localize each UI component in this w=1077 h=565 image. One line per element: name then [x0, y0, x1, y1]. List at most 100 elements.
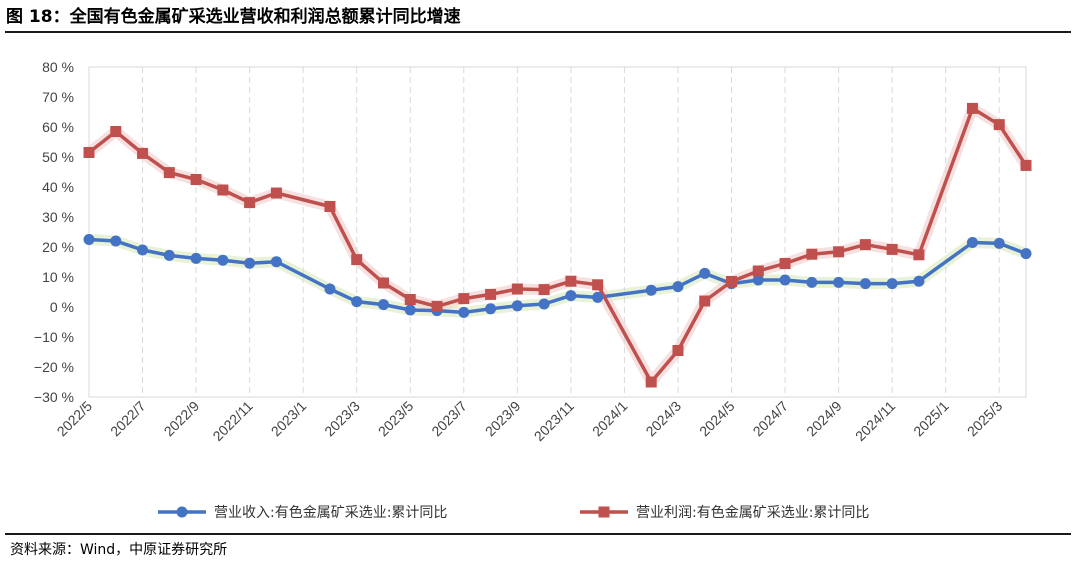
profit-data-point	[833, 246, 845, 258]
y-axis-tick-labels: 80 % 70 % 60 % 50 % 40 % 30 % 20 % 10 % 0 % −10 %…	[34, 59, 74, 405]
profit-data-point	[110, 126, 122, 137]
profit-data-point	[270, 187, 282, 199]
revenue-data-point	[806, 276, 818, 288]
x-tick-label: 2023/7	[428, 398, 470, 440]
revenue-data-point	[913, 275, 925, 287]
profit-data-point	[645, 376, 657, 388]
profit-data-point	[217, 184, 229, 196]
profit-data-point	[163, 167, 175, 179]
source-note: 资料来源：Wind，中原证券研究所	[10, 542, 228, 558]
profit-data-point	[190, 174, 202, 185]
chart-gridlines	[142, 67, 1000, 397]
series-glow	[83, 102, 1032, 388]
profit-data-point	[565, 275, 577, 287]
revenue-data-point	[324, 283, 336, 295]
profit-data-point	[404, 294, 416, 305]
revenue-data-point	[859, 278, 871, 290]
plot-border	[88, 66, 1027, 398]
revenue-data-point	[351, 296, 363, 308]
chart-axes	[88, 66, 1027, 398]
profit-data-point	[137, 147, 149, 159]
profit-data-point	[886, 243, 898, 255]
profit-data-point	[726, 276, 738, 287]
revenue-data-point	[538, 298, 550, 310]
legend-label-revenue: 营业收入:有色金属矿采选业:累计同比	[214, 504, 447, 521]
y-tick-label: 10 %	[42, 269, 74, 285]
revenue-data-point	[83, 234, 95, 245]
x-tick-label: 2023/5	[375, 398, 417, 440]
x-tick-label: 2025/3	[964, 398, 1006, 440]
revenue-data-point	[886, 278, 898, 290]
revenue-data-point	[672, 281, 684, 293]
y-tick-label: −10 %	[34, 329, 74, 345]
bottom-rule	[5, 533, 1071, 535]
revenue-data-point	[270, 256, 282, 268]
profit-data-point	[83, 147, 95, 158]
profit-data-point	[244, 197, 256, 209]
profit-data-point	[511, 283, 523, 295]
x-tick-label: 2024/7	[750, 398, 792, 440]
x-tick-label: 2023/11	[531, 398, 578, 445]
revenue-data-point	[752, 274, 764, 286]
top-rule	[5, 31, 1071, 33]
profit-data-point	[859, 239, 871, 251]
revenue-data-point	[244, 257, 256, 269]
profit-data-point	[324, 201, 336, 212]
profit-data-point	[913, 249, 925, 261]
x-axis-tick-labels: 2022/5 2022/7 2022/9 2022/11 2023/1 2023/3 202…	[54, 398, 1006, 445]
chart-legend: 营业收入:有色金属矿采选业:累计同比 营业利润:有色金属矿采选业:累计同比	[158, 504, 869, 521]
x-tick-label: 2024/5	[696, 398, 738, 440]
revenue-data-point	[1020, 248, 1032, 260]
profit-data-point	[1020, 159, 1032, 171]
y-tick-label: 50 %	[42, 149, 74, 165]
y-tick-label: 40 %	[42, 179, 74, 195]
x-tick-label: 2023/3	[321, 398, 363, 440]
revenue-data-point	[377, 299, 389, 311]
revenue-data-point	[592, 291, 604, 303]
figure-title: 图 18：全国有色金属矿采选业营收和利润总额累计同比增速	[6, 7, 461, 27]
revenue-data-point	[966, 237, 978, 248]
revenue-data-point	[779, 274, 791, 286]
profit-data-point	[699, 295, 711, 307]
revenue-data-point	[137, 244, 149, 256]
x-tick-label: 2024/1	[589, 398, 631, 440]
revenue-data-point	[110, 235, 122, 247]
revenue-data-point	[833, 276, 845, 288]
revenue-data-point	[458, 306, 470, 318]
x-tick-label: 2024/9	[803, 398, 845, 440]
legend-marker-circle	[176, 506, 188, 518]
line-chart: 80 % 70 % 60 % 50 % 40 % 30 % 20 % 10 % 0 % −10 %…	[34, 59, 1032, 521]
x-tick-label: 2022/7	[107, 398, 149, 440]
revenue-data-point	[217, 254, 229, 266]
y-tick-label: 20 %	[42, 239, 74, 255]
revenue-data-point	[190, 252, 202, 264]
y-tick-label: 30 %	[42, 209, 74, 225]
profit-data-point	[377, 277, 389, 289]
revenue-data-point	[645, 284, 657, 296]
revenue-data-point	[404, 304, 416, 316]
legend-marker-square	[598, 506, 610, 518]
profit-data-point	[672, 345, 684, 356]
profit-data-point	[993, 119, 1005, 131]
revenue-data-point	[565, 290, 577, 302]
profit-data-point	[806, 248, 818, 260]
series-glow-layer	[83, 102, 1032, 388]
x-tick-label: 2023/1	[268, 398, 310, 440]
revenue-data-point	[485, 303, 497, 315]
profit-data-point	[351, 254, 363, 266]
y-tick-label: 80 %	[42, 59, 74, 75]
revenue-data-point	[993, 237, 1005, 249]
y-tick-label: 70 %	[42, 89, 74, 105]
y-tick-label: 60 %	[42, 119, 74, 135]
x-tick-label: 2024/11	[852, 398, 899, 445]
revenue-data-point	[163, 249, 175, 261]
y-tick-label: −20 %	[34, 359, 74, 375]
profit-data-point	[779, 258, 791, 269]
x-tick-label: 2023/9	[482, 398, 524, 440]
profit-data-point	[966, 102, 978, 114]
profit-data-point	[458, 293, 470, 305]
legend-label-profit: 营业利润:有色金属矿采选业:累计同比	[636, 504, 869, 521]
x-tick-label: 2024/3	[642, 398, 684, 440]
profit-data-point	[485, 288, 497, 300]
x-tick-label: 2022/9	[161, 398, 203, 440]
